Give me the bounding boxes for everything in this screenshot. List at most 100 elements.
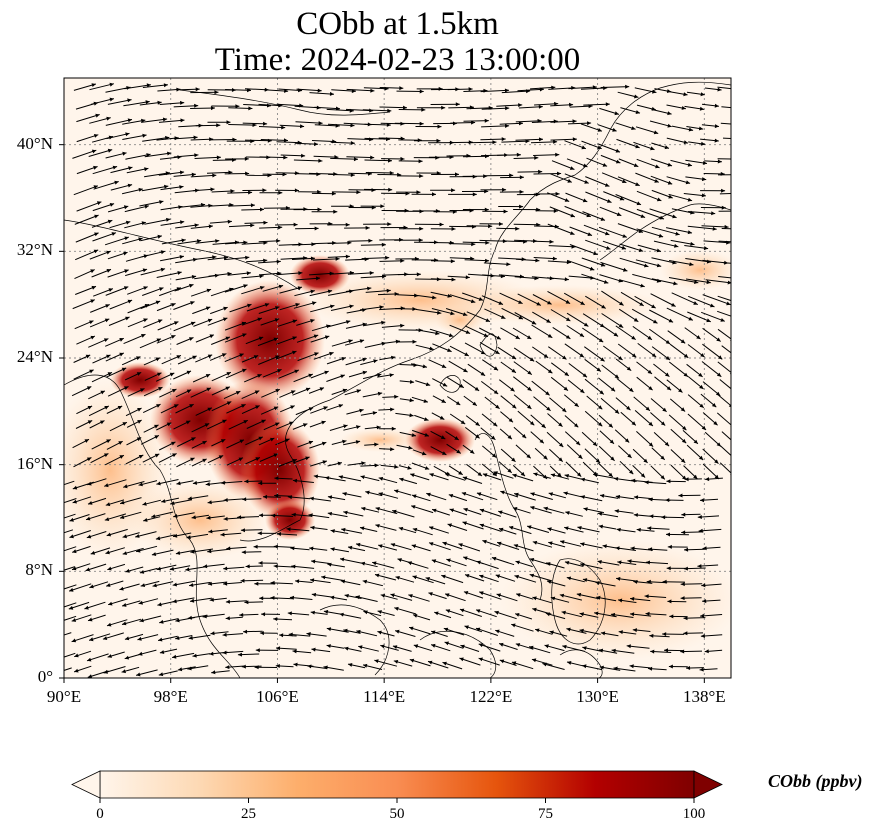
wind-vector-head (654, 179, 659, 183)
wind-vector-head (409, 413, 414, 418)
wind-vector (430, 278, 456, 281)
wind-vector-head (736, 137, 740, 141)
wind-vector-head (362, 357, 367, 362)
wind-vector-head (442, 541, 447, 546)
wind-vector-head (136, 548, 141, 553)
wind-vector (242, 122, 268, 125)
wind-vector (347, 138, 374, 141)
wind-vector (687, 225, 717, 230)
wind-vector-head (112, 165, 118, 170)
wind-vector-head (530, 492, 535, 497)
wind-vector-head (429, 542, 434, 546)
wind-vector-head (138, 237, 143, 242)
wind-vector-head (281, 125, 286, 130)
wind-vector-head (223, 317, 228, 322)
wind-vector (653, 240, 679, 248)
wind-vector-head (263, 121, 268, 126)
wind-vector-head (87, 657, 92, 662)
wind-vector-head (362, 370, 367, 375)
wind-vector-head (577, 526, 582, 530)
wind-vector (684, 245, 709, 250)
wind-vector-head (614, 409, 620, 414)
wind-vector-head (276, 259, 281, 264)
wind-vector-head (292, 336, 297, 341)
wind-vector-head (567, 178, 572, 183)
wind-vector-head (543, 506, 548, 511)
wind-vector (227, 191, 253, 194)
wind-vector (141, 185, 169, 192)
wind-vector-head (308, 373, 313, 378)
wind-vector-head (90, 269, 95, 274)
wind-vector (125, 153, 151, 160)
wind-vector-head (381, 242, 386, 247)
wind-vector-head (162, 117, 168, 122)
wind-vector-head (498, 222, 503, 226)
wind-vector-head (333, 209, 338, 214)
wind-vector (480, 138, 506, 141)
wind-vector-head (175, 618, 180, 623)
wind-vector-head (127, 98, 132, 103)
wind-vector (64, 546, 77, 552)
wind-vector-head (700, 498, 705, 503)
wind-vector-head (618, 630, 623, 635)
wind-vector (496, 104, 523, 107)
wind-vector-head (445, 593, 450, 598)
wind-vector-head (341, 357, 346, 361)
wind-vector (361, 257, 390, 260)
wind-vector-head (583, 163, 588, 168)
wind-vector-head (195, 87, 200, 92)
wind-vector-head (254, 665, 259, 670)
wind-vector-head (248, 190, 253, 195)
wind-vector (276, 272, 303, 276)
wind-vector-head (298, 271, 303, 276)
wind-vector-head (230, 189, 235, 194)
wind-vector-head (91, 285, 96, 290)
wind-vector (308, 172, 338, 175)
wind-vector-head (120, 500, 125, 505)
wind-vector-head (667, 180, 673, 185)
wind-vector-head (335, 256, 340, 261)
wind-vector-head (185, 420, 191, 425)
wind-vector-head (631, 353, 637, 358)
wind-vector (467, 141, 497, 144)
wind-vector-head (358, 645, 363, 650)
wind-vector-head (297, 286, 302, 291)
wind-vector (501, 90, 531, 94)
wind-vector (705, 279, 731, 284)
wind-vector-head (616, 212, 622, 216)
wind-vector-head (594, 611, 599, 616)
wind-vector-head (648, 442, 654, 447)
wind-vector-head (429, 473, 434, 477)
wind-vector-head (600, 217, 605, 221)
wind-vector-head (645, 406, 650, 411)
wind-vector-head (704, 649, 709, 654)
wind-vector-head (450, 311, 455, 316)
wind-vector-head (480, 371, 486, 376)
wind-vector-head (356, 425, 361, 429)
wind-vector-head (605, 102, 610, 107)
wind-vector-head (273, 453, 278, 458)
wind-vector-head (648, 386, 653, 391)
wind-vector-head (259, 286, 265, 290)
wind-vector-head (185, 567, 190, 572)
wind-vector-head (360, 561, 366, 566)
wind-vector (530, 141, 558, 144)
wind-vector-head (614, 111, 619, 116)
wind-vector (568, 275, 595, 279)
wind-vector-head (566, 260, 571, 265)
wind-vector-head (697, 564, 702, 568)
wind-vector-head (93, 185, 98, 189)
wind-vector-head (548, 492, 553, 497)
wind-vector-head (190, 549, 195, 554)
wind-vector-head (485, 318, 490, 322)
lon-tick-label: 106°E (256, 687, 299, 706)
wind-vector-head (263, 220, 268, 225)
wind-vector-head (106, 250, 111, 255)
wind-vector (140, 250, 166, 258)
wind-vector-head (387, 108, 392, 113)
wind-vector-head (412, 307, 417, 311)
wind-vector-head (547, 580, 552, 584)
wind-vector-head (106, 439, 111, 444)
wind-vector-head (310, 610, 315, 615)
wind-vector (670, 239, 695, 246)
